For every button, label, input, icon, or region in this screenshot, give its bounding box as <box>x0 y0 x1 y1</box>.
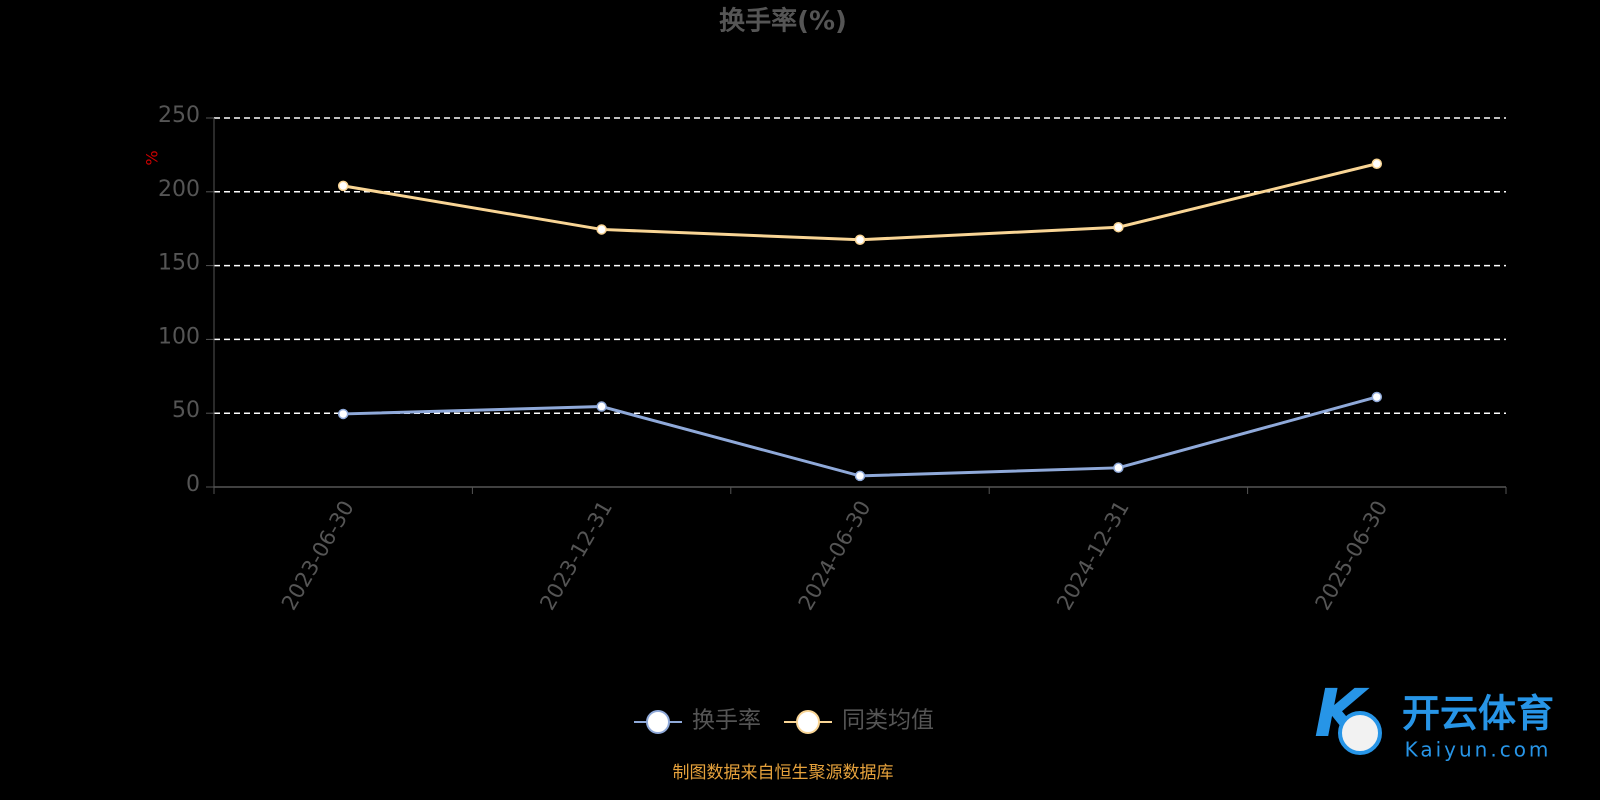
data-point <box>596 401 607 412</box>
chart-title: 换手率(%) <box>719 6 847 37</box>
data-point <box>1371 158 1383 170</box>
watermark-brand: 开云体育 <box>1402 692 1554 736</box>
y-axis-label: % <box>143 150 162 165</box>
legend-label: 换手率 <box>692 708 761 734</box>
data-point <box>337 180 349 192</box>
data-point <box>337 408 349 420</box>
legend-label: 同类均值 <box>842 708 934 734</box>
y-tick-label: 50 <box>172 398 200 423</box>
y-tick-label: 200 <box>158 177 200 202</box>
watermark-ball <box>1338 711 1382 755</box>
data-point <box>596 224 607 235</box>
data-point <box>1113 462 1124 474</box>
footer: 制图数据来自恒生聚源数据库 <box>673 763 894 783</box>
watermark: K 开云体育 Kaiyun.com <box>1314 675 1554 761</box>
y-tick-label: 100 <box>158 324 200 349</box>
data-point <box>854 234 866 246</box>
data-point <box>1113 221 1124 233</box>
data-point <box>1371 391 1383 403</box>
y-tick-label: 150 <box>158 251 200 276</box>
legend-marker <box>796 710 820 734</box>
data-point <box>854 470 866 482</box>
legend-marker <box>646 710 670 734</box>
y-tick-label: 250 <box>158 103 200 128</box>
y-tick-label: 0 <box>186 472 200 497</box>
watermark-site: Kaiyun.com <box>1405 738 1552 762</box>
